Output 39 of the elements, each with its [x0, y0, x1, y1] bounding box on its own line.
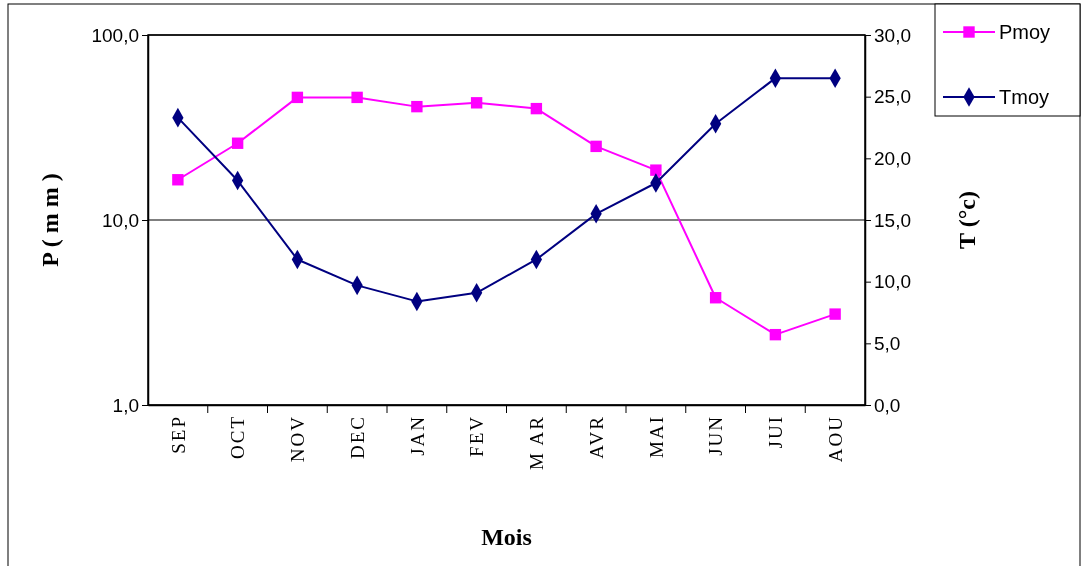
x-tick-label: SEP [167, 415, 189, 454]
point [172, 174, 184, 186]
y-axis-title: P ( m m ) [37, 173, 63, 267]
legend-label: Pmoy [999, 21, 1051, 43]
x-tick-label: OCT [227, 415, 249, 459]
point [590, 140, 602, 153]
legend-label: Tmoy [999, 86, 1049, 108]
y2-tick-label: 20,0 [874, 147, 911, 169]
point [231, 137, 244, 149]
x-tick-label: FEV [466, 415, 488, 457]
y-tick-label: 100,0 [91, 24, 139, 46]
y-tick-label: 10,0 [102, 209, 139, 231]
point [769, 328, 782, 341]
x-tick-label: DEC [346, 415, 368, 459]
x-tick-label: JUN [705, 415, 727, 456]
x-tick-label: M AR [526, 415, 548, 470]
x-tick-label: AOU [824, 415, 846, 463]
x-tick-label: JAN [406, 415, 428, 456]
y2-tick-label: 0,0 [874, 394, 901, 416]
y2-tick-label: 5,0 [874, 332, 901, 354]
y2-axis-title: T (°c) [954, 191, 980, 249]
y-tick-label: 1,0 [112, 394, 139, 416]
y2-tick-label: 10,0 [874, 271, 911, 293]
x-tick-label: NOV [287, 415, 309, 463]
point [351, 91, 363, 104]
point [829, 308, 841, 320]
y2-tick-label: 15,0 [874, 209, 911, 231]
point [530, 102, 543, 115]
y2-tick-label: 25,0 [874, 86, 911, 108]
point [411, 100, 423, 113]
y2-tick-label: 30,0 [874, 24, 911, 46]
point [650, 164, 662, 176]
point [470, 97, 483, 109]
x-tick-label: AVR [585, 415, 607, 459]
x-tick-label: MAI [645, 415, 667, 458]
x-axis-title: Mois [481, 524, 532, 550]
x-tick-label: JUI [765, 415, 787, 449]
point [291, 91, 304, 104]
point [709, 292, 722, 304]
